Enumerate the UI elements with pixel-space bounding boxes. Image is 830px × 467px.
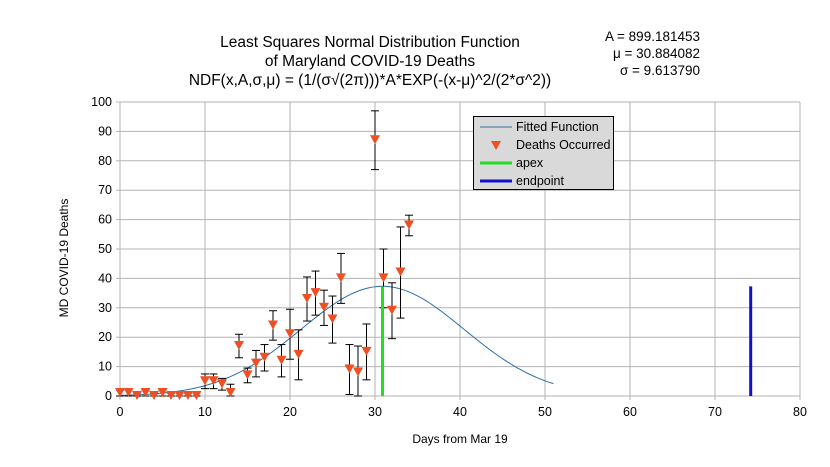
legend-label: apex <box>516 156 544 170</box>
data-point-marker <box>259 352 270 362</box>
data-point-marker <box>149 391 159 400</box>
data-point-marker <box>200 376 210 386</box>
legend: Fitted Function Deaths Occurred apex end… <box>473 116 614 190</box>
data-point-marker <box>395 267 406 277</box>
x-tick-label: 0 <box>117 405 124 419</box>
legend-item-endpoint: endpoint <box>474 172 613 190</box>
data-point-marker <box>293 349 304 359</box>
data-point-marker <box>370 135 380 145</box>
data-point-marker <box>361 346 372 356</box>
triangle-marker-icon <box>491 141 501 150</box>
data-point-marker <box>310 288 321 298</box>
line-swatch-icon <box>480 126 512 128</box>
fitted-function-curve <box>119 285 554 396</box>
legend-label: Deaths Occurred <box>516 138 611 152</box>
param-a: A = 899.181453 <box>605 29 700 44</box>
data-point-marker <box>285 329 295 339</box>
data-point-marker <box>387 305 397 315</box>
x-tick-label: 30 <box>368 405 382 419</box>
data-point-marker <box>344 364 355 374</box>
x-tick-label: 20 <box>283 405 297 419</box>
data-point-marker <box>140 388 151 398</box>
line-swatch-icon <box>480 161 512 165</box>
y-tick-label: 10 <box>98 360 112 374</box>
data-point-marker <box>268 320 278 330</box>
data-point-marker <box>319 302 329 312</box>
param-mu: μ = 30.884082 <box>613 46 700 61</box>
data-point-marker <box>123 388 134 398</box>
chart-title: Least Squares Normal Distribution Functi… <box>110 33 630 90</box>
y-tick-label: 100 <box>91 95 112 109</box>
legend-label: Fitted Function <box>516 120 599 134</box>
data-point-marker <box>225 388 236 398</box>
data-point-marker <box>327 314 338 324</box>
y-tick-label: 90 <box>98 124 112 138</box>
axes <box>116 101 801 400</box>
data-point-marker <box>157 388 168 398</box>
data-point-marker <box>217 379 227 389</box>
data-markers <box>115 135 414 400</box>
data-point-marker <box>336 273 346 283</box>
data-point-marker <box>208 376 219 386</box>
data-point-marker <box>404 220 414 230</box>
param-sigma: σ = 9.613790 <box>619 63 700 78</box>
x-tick-label: 80 <box>793 405 807 419</box>
grid-lines <box>119 101 801 397</box>
y-tick-label: 60 <box>98 213 112 227</box>
y-tick-label: 0 <box>105 389 112 403</box>
y-tick-label: 20 <box>98 330 112 344</box>
data-point-marker <box>115 388 125 398</box>
x-tick-label: 60 <box>623 405 637 419</box>
data-point-marker <box>234 341 244 351</box>
y-tick-label: 50 <box>98 242 112 256</box>
data-point-marker <box>242 370 253 380</box>
data-point-marker <box>302 293 312 303</box>
title-line-2: of Maryland COVID-19 Deaths <box>264 53 476 70</box>
y-tick-label: 40 <box>98 271 112 285</box>
y-tick-label: 30 <box>98 301 112 315</box>
line-swatch-icon <box>480 179 512 183</box>
fit-parameters: A = 899.181453 μ = 30.884082 σ = 9.61379… <box>590 28 700 79</box>
legend-item-apex: apex <box>474 154 613 172</box>
y-tick-label: 70 <box>98 183 112 197</box>
x-tick-label: 10 <box>198 405 212 419</box>
data-point-marker <box>174 391 185 400</box>
x-tick-label: 50 <box>538 405 552 419</box>
y-tick-label: 80 <box>98 154 112 168</box>
x-axis-label: Days from Mar 19 <box>412 432 508 446</box>
data-point-marker <box>191 391 202 400</box>
data-point-marker <box>166 391 176 400</box>
data-point-marker <box>132 391 142 400</box>
x-tick-label: 70 <box>708 405 722 419</box>
legend-label: endpoint <box>516 174 564 188</box>
data-point-marker <box>276 355 287 365</box>
data-point-marker <box>378 273 389 283</box>
data-point-marker <box>251 358 261 368</box>
title-line-3: NDF(x,A,σ,μ) = (1/(σ√(2π)))*A*EXP(-(x-μ)… <box>188 72 552 89</box>
tick-labels: 0 10 20 30 40 50 60 70 80 90 100 0 10 20 30 40 50 60 70 80 <box>91 95 807 419</box>
data-point-marker <box>353 367 363 377</box>
legend-item-fitted: Fitted Function <box>474 118 613 136</box>
data-point-marker <box>183 391 193 400</box>
legend-item-deaths: Deaths Occurred <box>474 136 613 154</box>
title-line-1: Least Squares Normal Distribution Functi… <box>220 34 520 51</box>
x-tick-label: 40 <box>453 405 467 419</box>
y-axis-label: MD COVID-19 Deaths <box>57 199 71 318</box>
